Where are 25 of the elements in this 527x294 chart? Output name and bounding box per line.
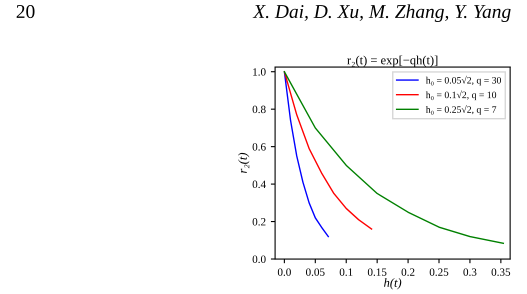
x-tick-label: 0.3 xyxy=(463,268,476,276)
legend-label: h₀ = 0.25√2, q = 7 xyxy=(426,105,496,115)
legend-label: h₀ = 0.05√2, q = 30 xyxy=(426,76,502,86)
y-tick-label: 1.0 xyxy=(253,68,266,76)
y-tick-label: 0.8 xyxy=(252,106,266,114)
text: 20 xyxy=(16,4,35,18)
chart-title: r₂(t) = exp[−qh(t)] xyxy=(347,56,438,67)
y-tick-label: 0.4 xyxy=(252,180,266,188)
x-tick-label: 0.0 xyxy=(278,268,291,276)
text: X. Dai, D. Xu, M. Zhang, Y. Yang xyxy=(252,4,511,22)
line-series xyxy=(284,71,504,244)
legend-label: h₀ = 0.1√2, q = 10 xyxy=(426,90,496,100)
y-tick-label: 0.6 xyxy=(252,143,266,151)
x-axis-title: h(t) xyxy=(384,278,402,290)
y-axis-title: r₂(t) xyxy=(238,152,250,174)
line-series xyxy=(284,71,372,230)
y-tick-label: 0.0 xyxy=(252,255,266,264)
x-tick-label: 0.35 xyxy=(492,268,510,276)
y-tick-label: 0.2 xyxy=(252,218,266,226)
x-tick-label: 0.05 xyxy=(306,268,325,276)
x-tick-label: 0.2 xyxy=(402,268,414,276)
x-tick-label: 0.15 xyxy=(368,268,386,276)
x-tick-label: 0.1 xyxy=(340,268,353,276)
x-tick-label: 0.25 xyxy=(430,268,448,276)
line-series xyxy=(284,71,329,238)
